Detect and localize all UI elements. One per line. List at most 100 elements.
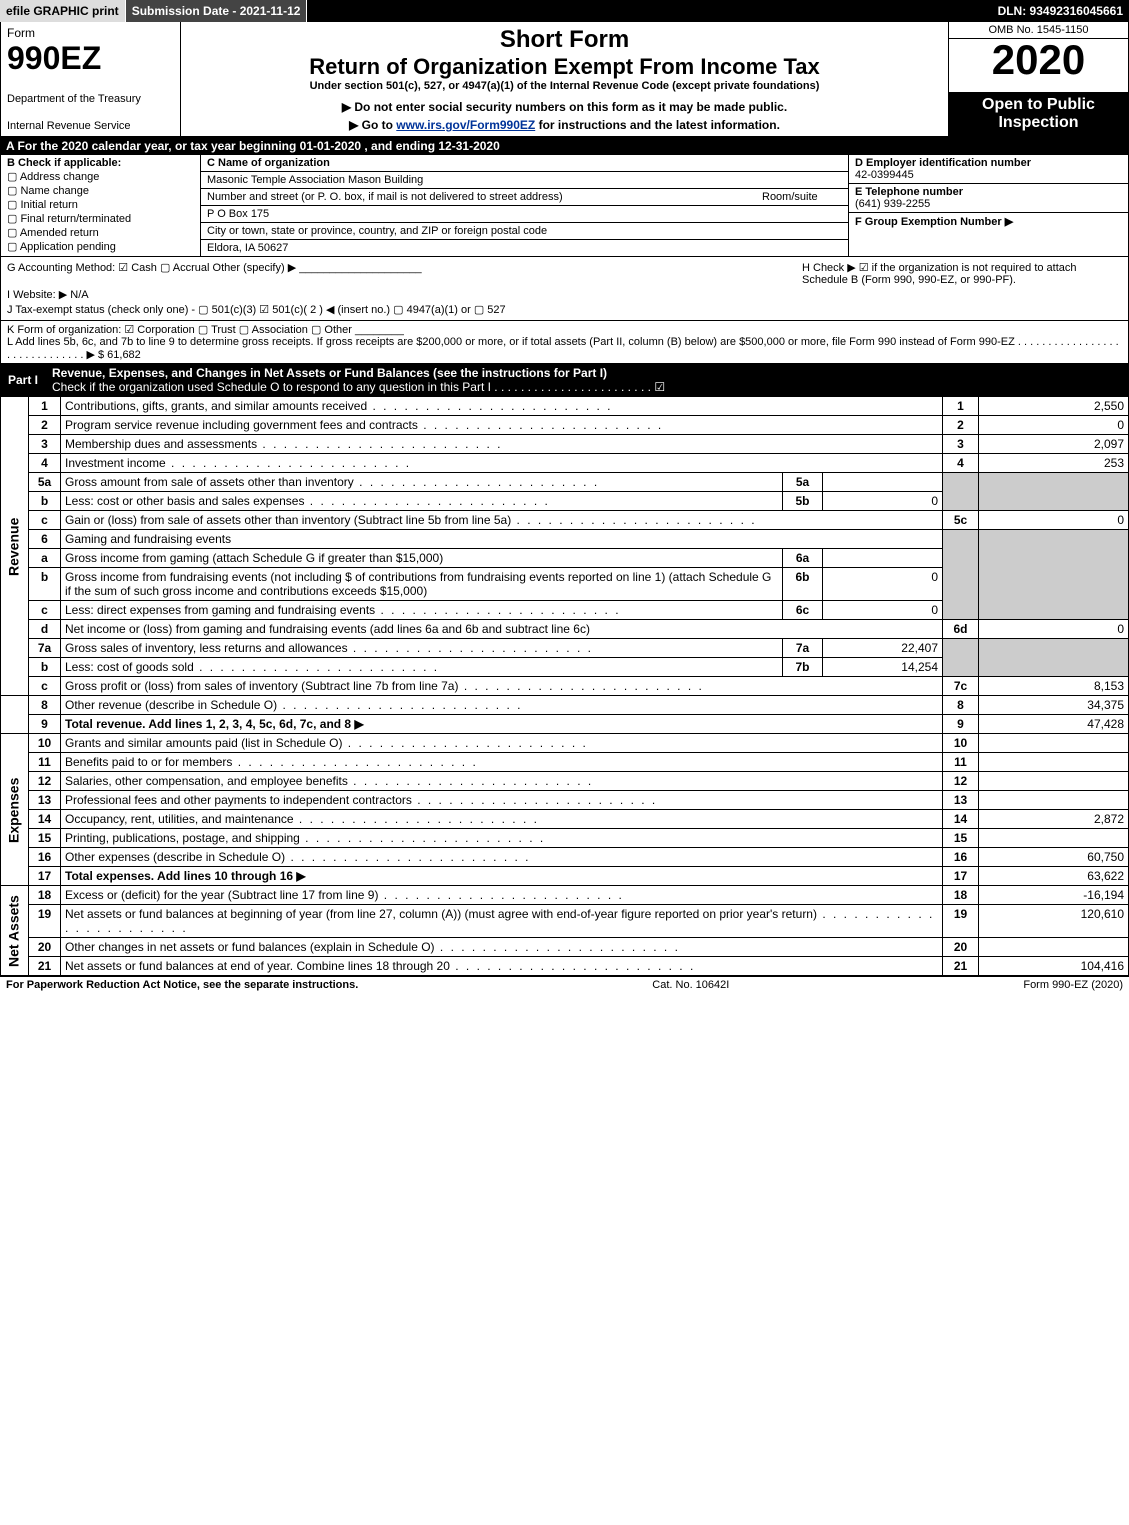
row-linenum: 11: [943, 753, 979, 772]
checkbox-name-change[interactable]: Name change: [7, 184, 194, 197]
line-l: L Add lines 5b, 6c, and 7b to line 9 to …: [7, 336, 1122, 361]
row-num: 10: [29, 734, 61, 753]
row-subnum: 6c: [783, 601, 823, 620]
row-linenum: 7c: [943, 677, 979, 696]
row-amount: 63,622: [979, 867, 1129, 886]
row-num: 19: [29, 905, 61, 938]
row-desc: Program service revenue including govern…: [61, 416, 943, 435]
row-desc: Salaries, other compensation, and employ…: [61, 772, 943, 791]
netassets-side-label: Net Assets: [1, 886, 29, 976]
form-title-block: Short Form Return of Organization Exempt…: [181, 22, 948, 136]
checkbox-application-pending[interactable]: Application pending: [7, 240, 194, 253]
shaded-cell: [943, 530, 979, 620]
line-i: I Website: ▶ N/A: [7, 288, 1122, 301]
row-linenum: 12: [943, 772, 979, 791]
row-desc: Professional fees and other payments to …: [61, 791, 943, 810]
row-linenum: 13: [943, 791, 979, 810]
row-desc: Investment income: [61, 454, 943, 473]
footer-catno: Cat. No. 10642I: [358, 979, 1023, 991]
row-amount: 120,610: [979, 905, 1129, 938]
under-section: Under section 501(c), 527, or 4947(a)(1)…: [189, 80, 940, 92]
part-i-title-text: Revenue, Expenses, and Changes in Net As…: [52, 366, 607, 380]
row-num: 21: [29, 957, 61, 976]
identity-block: B Check if applicable: Address change Na…: [0, 155, 1129, 257]
row-desc: Gross amount from sale of assets other t…: [61, 473, 783, 492]
box-e-label: E Telephone number: [855, 186, 963, 198]
row-linenum: 2: [943, 416, 979, 435]
row-subval: 0: [823, 492, 943, 511]
row-num: 15: [29, 829, 61, 848]
line-h: H Check ▶ ☑ if the organization is not r…: [802, 261, 1122, 286]
submission-date: Submission Date - 2021-11-12: [126, 0, 308, 22]
ghij-block: G Accounting Method: ☑ Cash ▢ Accrual Ot…: [0, 257, 1129, 321]
top-bar: efile GRAPHIC print Submission Date - 20…: [0, 0, 1129, 22]
short-form-title: Short Form: [189, 26, 940, 54]
efile-label[interactable]: efile GRAPHIC print: [0, 0, 126, 22]
row-num: 1: [29, 397, 61, 416]
row-num: 18: [29, 886, 61, 905]
row-linenum: 20: [943, 938, 979, 957]
row-subval: [823, 473, 943, 492]
row-num: 6: [29, 530, 61, 549]
form-id-block: Form 990EZ Department of the Treasury In…: [1, 22, 181, 136]
goto-line: ▶ Go to www.irs.gov/Form990EZ for instru…: [189, 118, 940, 132]
line-j: J Tax-exempt status (check only one) - ▢…: [7, 303, 1122, 316]
checkbox-final-return[interactable]: Final return/terminated: [7, 212, 194, 225]
footer-left: For Paperwork Reduction Act Notice, see …: [6, 979, 358, 991]
part-i-check-note: Check if the organization used Schedule …: [52, 380, 665, 394]
expenses-side-label: Expenses: [1, 734, 29, 886]
row-num: 12: [29, 772, 61, 791]
goto-link[interactable]: www.irs.gov/Form990EZ: [396, 118, 535, 132]
page-footer: For Paperwork Reduction Act Notice, see …: [0, 976, 1129, 993]
row-num: 20: [29, 938, 61, 957]
row-linenum: 1: [943, 397, 979, 416]
row-linenum: 8: [943, 696, 979, 715]
box-def: D Employer identification number 42-0399…: [848, 155, 1128, 256]
box-b: B Check if applicable: Address change Na…: [1, 155, 201, 256]
box-d-label: D Employer identification number: [855, 157, 1031, 169]
box-c: C Name of organization Masonic Temple As…: [201, 155, 848, 256]
open-public-inspection: Open to Public Inspection: [949, 92, 1128, 136]
kl-block: K Form of organization: ☑ Corporation ▢ …: [0, 321, 1129, 364]
row-linenum: 18: [943, 886, 979, 905]
row-amount: 0: [979, 620, 1129, 639]
checkbox-initial-return[interactable]: Initial return: [7, 198, 194, 211]
row-linenum: 21: [943, 957, 979, 976]
row-linenum: 3: [943, 435, 979, 454]
row-num: a: [29, 549, 61, 568]
row-num: 3: [29, 435, 61, 454]
form-meta-block: OMB No. 1545-1150 2020 Open to Public In…: [948, 22, 1128, 136]
row-linenum: 15: [943, 829, 979, 848]
row-linenum: 9: [943, 715, 979, 734]
row-desc: Other changes in net assets or fund bala…: [61, 938, 943, 957]
row-subval: [823, 549, 943, 568]
row-desc: Membership dues and assessments: [61, 435, 943, 454]
shaded-cell: [979, 639, 1129, 677]
row-num: c: [29, 601, 61, 620]
part-i-table: Revenue 1 Contributions, gifts, grants, …: [0, 396, 1129, 976]
checkbox-amended-return[interactable]: Amended return: [7, 226, 194, 239]
row-num: 8: [29, 696, 61, 715]
line-a: A For the 2020 calendar year, or tax yea…: [0, 137, 1129, 155]
row-subnum: 7b: [783, 658, 823, 677]
row-subnum: 7a: [783, 639, 823, 658]
city-label: City or town, state or province, country…: [201, 223, 848, 240]
goto-suffix: for instructions and the latest informat…: [539, 118, 780, 132]
row-desc: Benefits paid to or for members: [61, 753, 943, 772]
row-desc: Other revenue (describe in Schedule O): [61, 696, 943, 715]
row-amount: [979, 829, 1129, 848]
row-desc: Gross profit or (loss) from sales of inv…: [61, 677, 943, 696]
row-linenum: 4: [943, 454, 979, 473]
row-num: 2: [29, 416, 61, 435]
row-linenum: 14: [943, 810, 979, 829]
row-desc: Grants and similar amounts paid (list in…: [61, 734, 943, 753]
row-amount: -16,194: [979, 886, 1129, 905]
row-desc: Other expenses (describe in Schedule O): [61, 848, 943, 867]
row-num: 16: [29, 848, 61, 867]
row-num: 13: [29, 791, 61, 810]
row-num: 9: [29, 715, 61, 734]
org-name: Masonic Temple Association Mason Buildin…: [201, 172, 848, 189]
row-desc: Net income or (loss) from gaming and fun…: [61, 620, 943, 639]
row-linenum: 19: [943, 905, 979, 938]
checkbox-address-change[interactable]: Address change: [7, 170, 194, 183]
